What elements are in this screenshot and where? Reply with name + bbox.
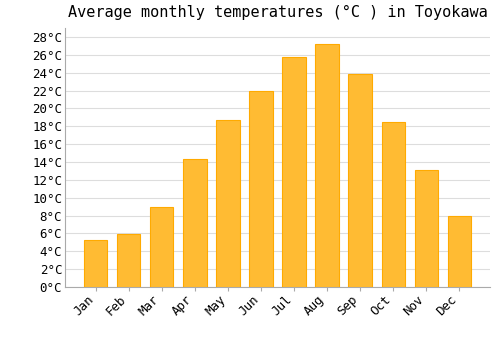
Bar	[382, 122, 404, 287]
Title: Average monthly temperatures (°C ) in Toyokawa: Average monthly temperatures (°C ) in To…	[68, 5, 488, 20]
Bar	[250, 91, 272, 287]
Bar	[348, 74, 372, 287]
Bar	[184, 159, 206, 287]
Bar	[414, 170, 438, 287]
Bar	[282, 57, 306, 287]
Bar	[150, 206, 174, 287]
Bar	[316, 44, 338, 287]
Bar	[84, 240, 108, 287]
Bar	[216, 120, 240, 287]
Bar	[448, 216, 470, 287]
Bar	[118, 234, 141, 287]
